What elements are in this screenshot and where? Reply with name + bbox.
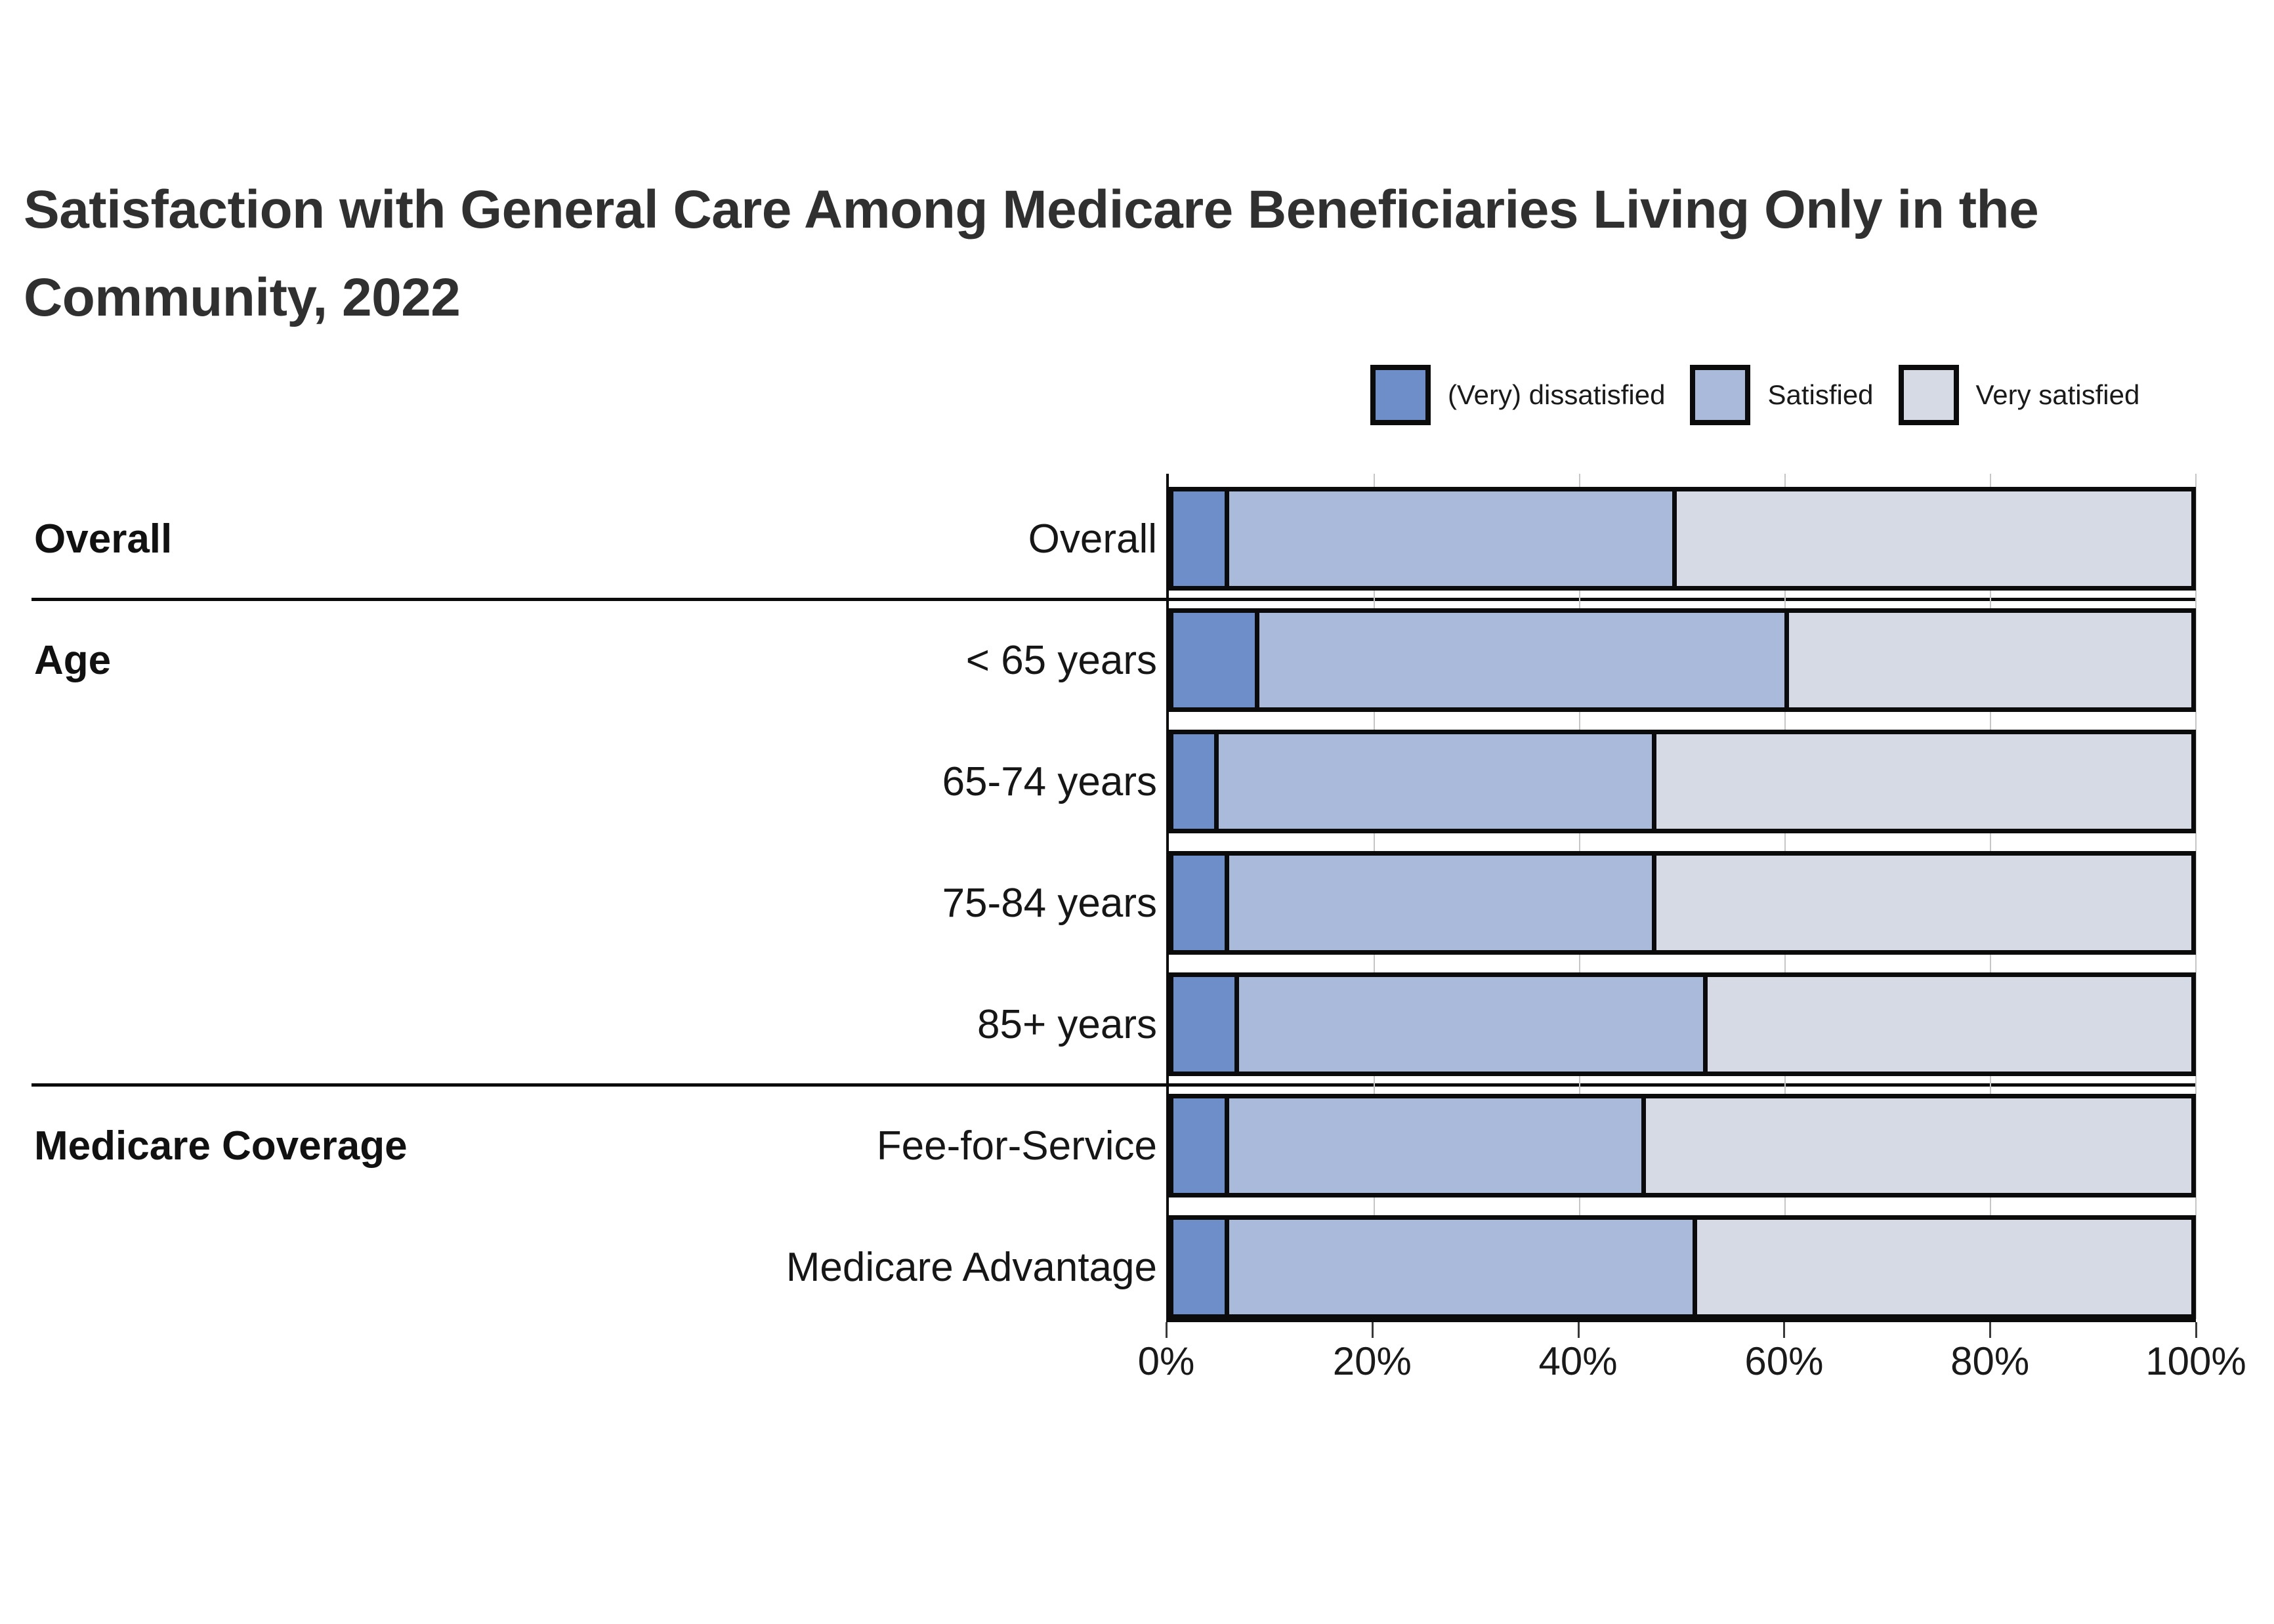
group-separator-after-age: [32, 1083, 2197, 1087]
bar-row-75-84-years: [1169, 851, 2196, 955]
x-tick-mark-0pct: [1166, 1322, 1168, 1338]
x-tick-mark-100pct: [2195, 1322, 2197, 1338]
x-tick-mark-40pct: [1577, 1322, 1580, 1338]
bar-segment-satisfied: [1224, 1098, 1642, 1193]
row-label-65-years: < 65 years: [965, 637, 1157, 683]
bar-segment-satisfied: [1234, 977, 1703, 1072]
x-tick-mark-80pct: [1989, 1322, 1992, 1338]
bar-segment-very-satisfied: [1784, 613, 2191, 707]
legend-label-very-satisfied: Very satisfied: [1975, 379, 2140, 410]
x-tick-label-100pct: 100%: [2145, 1339, 2246, 1383]
legend-swatch-very-dissatisfied-icon: [1370, 365, 1431, 425]
bar-segment-satisfied: [1224, 491, 1672, 586]
gridline-100pct: [2195, 474, 2197, 1319]
bar-segment-satisfied: [1214, 734, 1652, 829]
chart-title-line-2: Community, 2022: [24, 267, 461, 327]
group-label-medicare-coverage: Medicare Coverage: [34, 1123, 408, 1169]
row-label-fee-for-service: Fee-for-Service: [876, 1123, 1157, 1169]
x-tick-mark-60pct: [1783, 1322, 1786, 1338]
legend-label-very-dissatisfied: (Very) dissatisfied: [1448, 379, 1666, 410]
row-label-65-74-years: 65-74 years: [942, 759, 1157, 804]
legend-item-satisfied: Satisfied: [1690, 365, 1874, 425]
bar-segment-very-dissatisfied: [1173, 613, 1255, 707]
bar-segment-very-dissatisfied: [1173, 734, 1215, 829]
group-separator-after-overall: [32, 598, 2197, 601]
chart-title: Satisfaction with General Care Among Med…: [24, 166, 2255, 342]
bar-row-fee-for-service: [1169, 1094, 2196, 1197]
x-tick-label-20pct: 20%: [1332, 1339, 1412, 1383]
bar-row-85-years: [1169, 972, 2196, 1076]
legend-swatch-satisfied-icon: [1690, 365, 1751, 425]
bar-segment-very-dissatisfied: [1173, 1098, 1225, 1193]
group-label-age: Age: [34, 637, 112, 683]
bar-segment-satisfied: [1255, 613, 1784, 707]
bar-segment-very-dissatisfied: [1173, 977, 1235, 1072]
row-label-medicare-advantage: Medicare Advantage: [786, 1244, 1157, 1290]
bar-segment-very-dissatisfied: [1173, 491, 1225, 586]
group-label-overall: Overall: [34, 516, 173, 562]
bar-segment-very-satisfied: [1693, 1220, 2191, 1314]
legend-item-very-dissatisfied: (Very) dissatisfied: [1370, 365, 1665, 425]
bar-segment-very-satisfied: [1672, 491, 2191, 586]
x-tick-mark-20pct: [1371, 1322, 1374, 1338]
legend-item-very-satisfied: Very satisfied: [1898, 365, 2140, 425]
plot-area: [1166, 474, 2197, 1322]
row-label-overall: Overall: [1028, 516, 1157, 562]
bar-segment-satisfied: [1224, 1220, 1693, 1314]
bar-segment-very-dissatisfied: [1173, 1220, 1225, 1314]
bar-segment-very-satisfied: [1641, 1098, 2191, 1193]
bar-row-65-years: [1169, 608, 2196, 712]
legend-swatch-very-satisfied-icon: [1898, 365, 1959, 425]
bar-segment-very-satisfied: [1651, 856, 2191, 950]
legend-label-satisfied: Satisfied: [1767, 379, 1874, 410]
x-tick-label-60pct: 60%: [1744, 1339, 1824, 1383]
bar-row-medicare-advantage: [1169, 1215, 2196, 1319]
x-tick-label-40pct: 40%: [1538, 1339, 1618, 1383]
chart-title-line-1: Satisfaction with General Care Among Med…: [24, 179, 2039, 239]
x-tick-label-0pct: 0%: [1137, 1339, 1195, 1383]
bar-segment-very-satisfied: [1651, 734, 2191, 829]
bar-segment-very-satisfied: [1702, 977, 2191, 1072]
bar-row-overall: [1169, 487, 2196, 591]
bar-row-65-74-years: [1169, 730, 2196, 833]
x-tick-label-80pct: 80%: [1950, 1339, 2030, 1383]
bar-segment-very-dissatisfied: [1173, 856, 1225, 950]
bar-segment-satisfied: [1224, 856, 1652, 950]
legend: (Very) dissatisfied Satisfied Very satisfi…: [1370, 365, 2139, 425]
row-label-75-84-years: 75-84 years: [942, 880, 1157, 926]
row-label-85-years: 85+ years: [977, 1001, 1157, 1047]
